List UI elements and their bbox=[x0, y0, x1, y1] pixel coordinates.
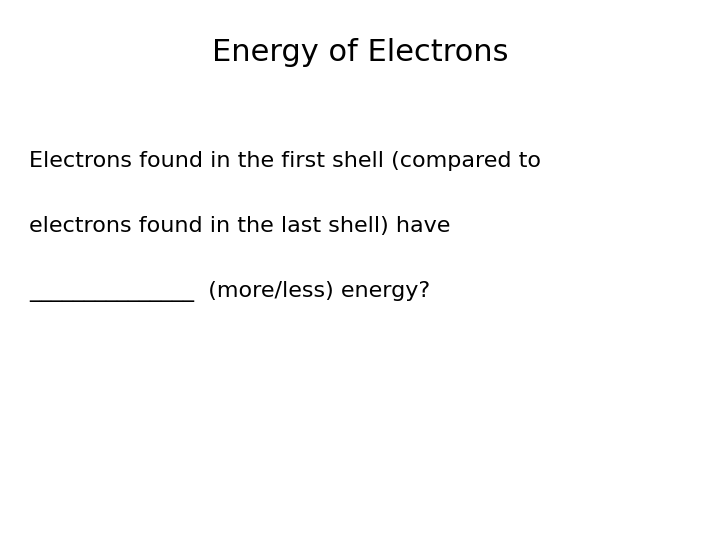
Text: Electrons found in the first shell (compared to: Electrons found in the first shell (comp… bbox=[29, 151, 541, 171]
Text: Energy of Electrons: Energy of Electrons bbox=[212, 38, 508, 67]
Text: electrons found in the last shell) have: electrons found in the last shell) have bbox=[29, 216, 450, 236]
Text: _______________  (more/less) energy?: _______________ (more/less) energy? bbox=[29, 281, 430, 302]
